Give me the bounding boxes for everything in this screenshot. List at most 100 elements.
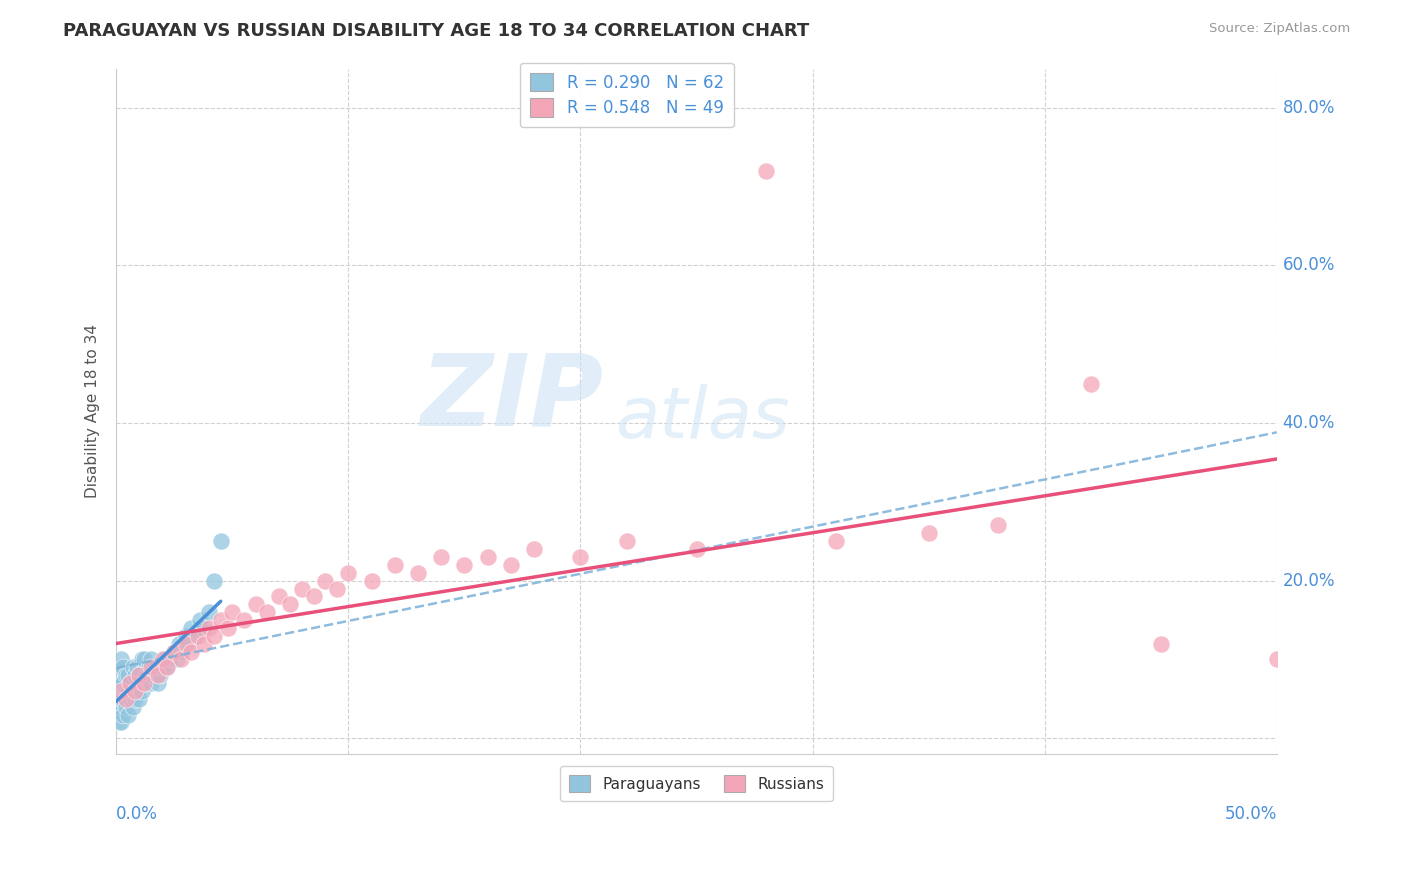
Point [128,668,150,682]
Point [302,590,325,604]
Point [232,613,254,627]
Point [127,660,149,674]
Text: atlas: atlas [616,384,790,452]
Point [1080,376,1102,391]
Point [163,644,186,658]
Point [1150,637,1173,651]
Point [755,164,778,178]
Point [134,676,156,690]
Point [291,582,314,596]
Point [121,660,143,674]
Point [221,605,243,619]
Point [177,637,200,651]
Point [156,660,179,674]
Point [193,621,215,635]
Point [110,676,132,690]
Point [685,542,707,557]
Point [105,699,128,714]
Point [453,558,475,572]
Point [146,676,169,690]
Point [112,691,135,706]
Point [917,526,939,541]
Point [107,715,129,730]
Point [117,684,139,698]
Point [184,629,207,643]
Point [499,558,522,572]
Point [188,613,211,627]
Point [267,590,290,604]
Point [139,676,162,690]
Point [180,621,202,635]
Point [280,597,302,611]
Point [987,518,1010,533]
Point [326,582,349,596]
Point [314,574,336,588]
Point [209,613,232,627]
Point [174,637,197,651]
Point [152,660,174,674]
Point [186,629,208,643]
Point [198,605,221,619]
Point [163,644,186,658]
Point [121,684,143,698]
Text: 40.0%: 40.0% [1282,414,1334,432]
Point [112,660,135,674]
Point [105,668,128,682]
Point [198,621,221,635]
Point [128,668,150,682]
Point [139,660,162,674]
Point [120,676,142,690]
Point [430,549,453,564]
Text: ZIP: ZIP [420,349,603,446]
Point [245,597,267,611]
Point [149,668,172,682]
Point [127,684,149,698]
Point [159,652,181,666]
Point [128,691,150,706]
Point [131,652,153,666]
Point [117,668,139,682]
Point [107,684,129,698]
Point [107,668,129,682]
Text: PARAGUAYAN VS RUSSIAN DISABILITY AGE 18 TO 34 CORRELATION CHART: PARAGUAYAN VS RUSSIAN DISABILITY AGE 18 … [63,22,810,40]
Point [170,644,193,658]
Point [616,534,638,549]
Point [114,699,136,714]
Point [117,707,139,722]
Y-axis label: Disability Age 18 to 34: Disability Age 18 to 34 [86,325,100,499]
Point [406,566,429,580]
Point [120,691,142,706]
Point [110,684,132,698]
Point [107,699,129,714]
Text: 60.0%: 60.0% [1282,257,1334,275]
Point [142,668,165,682]
Point [152,652,174,666]
Point [124,684,146,698]
Point [134,652,156,666]
Point [112,676,135,690]
Point [360,574,382,588]
Point [110,652,132,666]
Point [121,699,143,714]
Point [217,621,239,635]
Legend: Paraguayans, Russians: Paraguayans, Russians [560,766,834,801]
Point [134,676,156,690]
Point [114,684,136,698]
Point [139,652,162,666]
Point [569,549,592,564]
Point [135,668,157,682]
Point [110,715,132,730]
Point [180,644,202,658]
Text: Source: ZipAtlas.com: Source: ZipAtlas.com [1209,22,1350,36]
Point [110,691,132,706]
Point [256,605,278,619]
Point [114,691,136,706]
Point [124,668,146,682]
Point [166,652,188,666]
Point [477,549,499,564]
Point [110,660,132,674]
Point [146,668,169,682]
Text: 80.0%: 80.0% [1282,99,1334,117]
Point [202,574,225,588]
Point [131,684,153,698]
